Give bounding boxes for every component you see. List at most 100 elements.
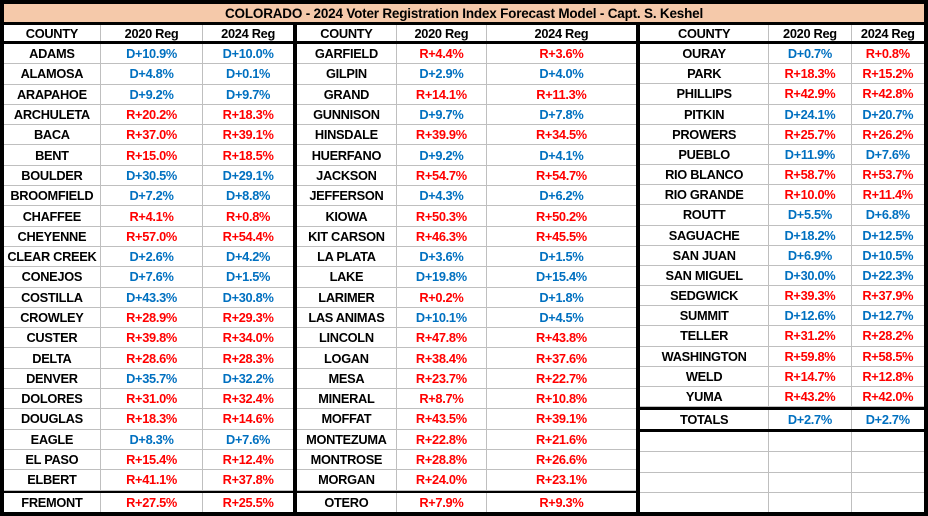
county-cell: ROUTT bbox=[640, 205, 770, 225]
county-cell: CROWLEY bbox=[4, 307, 101, 328]
table-row: RIO BLANCO R+58.7% R+53.7% bbox=[640, 165, 924, 186]
reg-2020-cell: R+57.0% bbox=[101, 226, 204, 246]
county-cell: BENT bbox=[4, 145, 101, 165]
table-body: ADAMS D+10.9% D+10.0% ALAMOSA D+4.8% D+0.1% AR… bbox=[4, 44, 293, 512]
reg-2024-cell: D+0.1% bbox=[226, 66, 271, 82]
table-row: EAGLE D+8.3% D+7.6% bbox=[4, 429, 293, 450]
reg-2020-cell: R+25.7% bbox=[769, 124, 852, 144]
reg-2024-cell: R+26.6% bbox=[535, 452, 587, 468]
empty-cell bbox=[769, 432, 852, 452]
reg-2024-cell: D+15.4% bbox=[535, 269, 587, 285]
reg-2024-cell: D+4.2% bbox=[226, 249, 271, 265]
reg-2024-cell: D+9.7% bbox=[226, 86, 271, 102]
county-cell: JACKSON bbox=[297, 165, 397, 186]
table-row: LOGAN R+38.4% R+37.6% bbox=[296, 348, 637, 369]
reg-2024-cell: D+20.7% bbox=[862, 106, 914, 122]
reg-2024-cell: R+42.8% bbox=[862, 86, 914, 102]
reg-2020-cell: R+14.1% bbox=[397, 84, 487, 104]
table-row: CUSTER R+39.8% R+34.0% bbox=[4, 328, 293, 349]
reg-2020-cell: R+42.9% bbox=[769, 84, 852, 104]
county-cell: KIOWA bbox=[297, 206, 397, 226]
county-cell: GILPIN bbox=[297, 64, 397, 84]
reg-2024-cell: R+15.2% bbox=[862, 66, 914, 82]
table-groups: COUNTY 2020 Reg 2024 Reg ADAMS D+10.9% D+1… bbox=[4, 25, 924, 512]
reg-2024-cell: D+1.8% bbox=[539, 289, 584, 305]
table-row: CHEYENNE R+57.0% R+54.4% bbox=[4, 226, 293, 247]
reg-2024-cell: R+34.5% bbox=[535, 127, 587, 143]
county-cell: ARCHULETA bbox=[4, 104, 101, 125]
county-cell: DOUGLAS bbox=[4, 409, 101, 429]
reg-2024-cell: R+32.4% bbox=[222, 391, 274, 407]
reg-2024-cell: R+43.8% bbox=[535, 330, 587, 346]
reg-2024-cell: R+42.0% bbox=[862, 389, 914, 404]
reg-2020-cell: R+39.8% bbox=[101, 328, 204, 348]
reg-2020-cell: R+28.9% bbox=[101, 307, 204, 328]
reg-2024-cell: R+29.3% bbox=[222, 310, 274, 325]
reg-2024-cell: D+29.1% bbox=[222, 167, 274, 183]
reg-2024-cell: R+54.4% bbox=[222, 228, 274, 244]
column-header-2024-reg: 2024 Reg bbox=[860, 25, 915, 41]
county-cell: SAN MIGUEL bbox=[640, 265, 770, 286]
reg-2024-cell: D+10.0% bbox=[222, 46, 274, 62]
reg-2024-cell: D+4.1% bbox=[539, 147, 584, 163]
reg-2020-cell: D+18.2% bbox=[769, 225, 852, 245]
table-row: BENT R+15.0% R+18.5% bbox=[4, 145, 293, 166]
county-cell: EAGLE bbox=[4, 429, 101, 449]
county-cell: CHAFFEE bbox=[4, 206, 101, 226]
reg-2020-cell: D+2.7% bbox=[769, 410, 852, 430]
county-cell: BACA bbox=[4, 125, 101, 145]
column-header-2024-reg: 2024 Reg bbox=[221, 25, 275, 41]
reg-2020-cell: R+39.3% bbox=[769, 286, 852, 306]
reg-2020-cell: R+20.2% bbox=[101, 104, 204, 125]
table-row: BROOMFIELD D+7.2% D+8.8% bbox=[4, 186, 293, 207]
empty-cell bbox=[640, 452, 770, 472]
reg-2020-cell: D+10.1% bbox=[397, 307, 487, 328]
county-cell: TOTALS bbox=[640, 410, 770, 430]
county-group-3: COUNTY 2020 Reg 2024 Reg OURAY D+0.7% R+0.… bbox=[636, 25, 924, 512]
table-row: OURAY D+0.7% R+0.8% bbox=[640, 44, 924, 65]
empty-cell bbox=[640, 472, 770, 492]
table-row: SAGUACHE D+18.2% D+12.5% bbox=[640, 225, 924, 246]
reg-2020-cell: R+58.7% bbox=[769, 165, 852, 185]
reg-2024-cell: D+1.5% bbox=[539, 249, 584, 265]
reg-2020-cell: D+7.6% bbox=[101, 267, 204, 287]
county-cell: ELBERT bbox=[4, 470, 101, 490]
table-row: MONTEZUMA R+22.8% R+21.6% bbox=[296, 429, 637, 450]
table-row: YUMA R+43.2% R+42.0% bbox=[640, 386, 924, 408]
reg-2024-cell: R+37.8% bbox=[222, 472, 274, 488]
reg-2020-cell: R+47.8% bbox=[397, 328, 487, 348]
county-cell: WELD bbox=[640, 366, 770, 386]
reg-2024-cell: D+10.5% bbox=[862, 247, 914, 263]
reg-2020-cell: R+4.4% bbox=[397, 44, 487, 64]
reg-2020-cell: R+22.8% bbox=[397, 429, 487, 449]
reg-2020-cell: R+27.5% bbox=[101, 492, 204, 512]
reg-2024-cell: R+50.2% bbox=[535, 208, 587, 224]
county-cell: ADAMS bbox=[4, 44, 101, 64]
county-cell: COSTILLA bbox=[4, 287, 101, 307]
table-row: GUNNISON D+9.7% D+7.8% bbox=[296, 104, 637, 126]
reg-2020-cell: D+24.1% bbox=[769, 104, 852, 124]
table-row: ADAMS D+10.9% D+10.0% bbox=[4, 44, 293, 65]
table-row: KIOWA R+50.3% R+50.2% bbox=[296, 206, 637, 227]
reg-2020-cell: D+12.6% bbox=[769, 306, 852, 326]
table-row: MINERAL R+8.7% R+10.8% bbox=[296, 389, 637, 410]
reg-2020-cell: D+3.6% bbox=[397, 246, 487, 267]
table-row: FREMONT R+27.5% R+25.5% bbox=[4, 490, 293, 512]
reg-2020-cell: R+28.6% bbox=[101, 348, 204, 368]
county-cell: OURAY bbox=[640, 44, 770, 64]
reg-2020-cell: R+54.7% bbox=[397, 165, 487, 186]
reg-2020-cell: D+5.5% bbox=[769, 205, 852, 225]
reg-2024-cell: R+58.5% bbox=[862, 348, 914, 364]
table-row: GRAND R+14.1% R+11.3% bbox=[296, 84, 637, 105]
reg-2020-cell: R+39.9% bbox=[397, 125, 487, 145]
county-cell: WASHINGTON bbox=[640, 346, 770, 366]
reg-2020-cell: D+9.7% bbox=[397, 104, 487, 125]
table-row: DOLORES R+31.0% R+32.4% bbox=[4, 389, 293, 410]
reg-2020-cell: R+23.7% bbox=[397, 368, 487, 389]
reg-2024-cell: D+7.6% bbox=[226, 431, 271, 447]
table-row: PARK R+18.3% R+15.2% bbox=[640, 64, 924, 85]
reg-2020-cell: D+19.8% bbox=[397, 267, 487, 287]
table-row: EL PASO R+15.4% R+12.4% bbox=[4, 449, 293, 471]
county-cell: LOGAN bbox=[297, 348, 397, 368]
reg-2024-cell: D+7.8% bbox=[539, 107, 584, 123]
